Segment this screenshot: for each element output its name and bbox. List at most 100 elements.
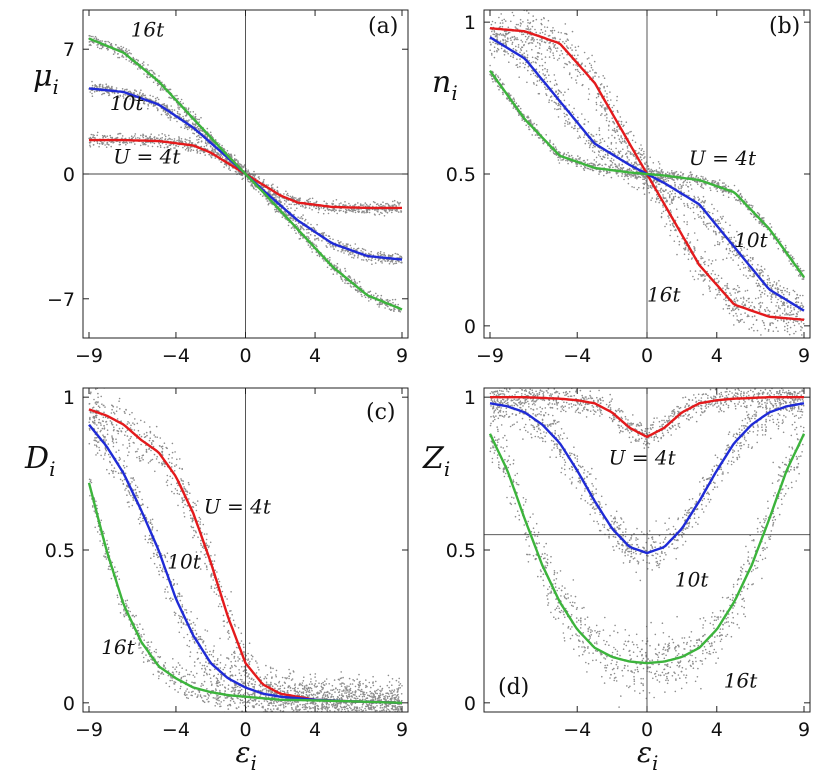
scatter-point xyxy=(673,226,676,228)
scatter-point xyxy=(540,28,543,31)
scatter-point xyxy=(602,150,604,152)
scatter-point xyxy=(659,171,661,173)
scatter-point xyxy=(733,249,736,252)
scatter-point xyxy=(731,246,734,249)
scatter-point xyxy=(146,73,149,76)
scatter-point xyxy=(111,85,113,88)
scatter-point xyxy=(162,89,164,91)
scatter-point xyxy=(721,227,723,229)
scatter-point xyxy=(549,41,551,43)
scatter-point xyxy=(268,202,270,205)
scatter-point xyxy=(383,215,386,217)
scatter-point xyxy=(168,96,171,99)
scatter-point xyxy=(321,240,323,242)
scatter-point xyxy=(159,144,162,147)
scatter-point xyxy=(333,248,336,250)
scatter-point xyxy=(271,193,274,196)
scatter-point xyxy=(769,284,771,287)
scatter-point xyxy=(734,308,737,311)
scatter-point xyxy=(583,134,586,136)
scatter-point xyxy=(565,159,567,162)
scatter-point xyxy=(611,117,613,119)
scatter-point xyxy=(623,178,625,181)
scatter-point xyxy=(609,91,611,93)
scatter-point xyxy=(525,50,528,52)
scatter-point xyxy=(275,196,277,198)
scatter-point xyxy=(669,220,671,222)
scatter-point xyxy=(325,245,328,247)
scatter-point xyxy=(379,251,382,253)
scatter-point xyxy=(763,217,765,219)
scatter-point xyxy=(119,141,121,143)
scatter-point xyxy=(799,310,802,312)
scatter-point xyxy=(289,195,292,198)
scatter-point xyxy=(345,211,348,213)
scatter-point xyxy=(707,264,710,267)
scatter-point xyxy=(623,141,626,143)
scatter-point xyxy=(709,290,711,293)
scatter-point xyxy=(790,304,792,307)
scatter-point xyxy=(125,97,127,100)
scatter-point xyxy=(671,198,673,201)
scatter-point xyxy=(176,112,179,115)
scatter-point xyxy=(391,211,393,214)
scatter-point xyxy=(349,209,352,212)
scatter-point xyxy=(310,223,312,226)
scatter-point xyxy=(354,281,357,283)
scatter-point xyxy=(366,208,369,211)
scatter-point xyxy=(784,289,786,292)
scatter-point xyxy=(753,305,755,308)
scatter-point xyxy=(757,297,760,299)
scatter-point xyxy=(387,305,389,308)
scatter-point xyxy=(223,163,226,165)
scatter-point xyxy=(333,210,336,213)
scatter-point xyxy=(197,134,199,137)
scatter-point xyxy=(315,207,318,210)
scatter-point xyxy=(307,198,310,201)
scatter-point xyxy=(580,63,583,65)
scatter-point xyxy=(530,73,532,76)
scatter-point xyxy=(122,141,124,144)
scatter-point xyxy=(536,38,538,41)
scatter-point xyxy=(714,219,717,222)
scatter-point xyxy=(610,99,612,101)
scatter-point xyxy=(125,141,127,143)
scatter-point xyxy=(490,44,492,46)
scatter-point xyxy=(143,142,146,145)
scatter-point xyxy=(108,41,111,44)
scatter-point xyxy=(378,213,381,216)
scatter-point xyxy=(399,311,402,313)
scatter-point xyxy=(713,226,716,228)
scatter-point xyxy=(607,157,609,159)
scatter-point xyxy=(638,151,640,154)
scatter-point xyxy=(612,110,614,113)
scatter-point xyxy=(290,203,292,206)
scatter-point xyxy=(227,152,230,155)
scatter-point xyxy=(763,322,765,324)
scatter-point xyxy=(657,161,660,163)
scatter-point xyxy=(788,293,791,296)
scatter-point xyxy=(622,148,624,150)
scatter-point xyxy=(225,164,228,166)
scatter-point xyxy=(662,196,664,198)
scatter-point xyxy=(325,203,328,205)
scatter-point xyxy=(522,54,524,56)
scatter-point xyxy=(697,214,699,216)
scatter-point xyxy=(92,35,94,38)
scatter-point xyxy=(104,40,106,43)
scatter-point xyxy=(524,41,527,43)
scatter-point xyxy=(764,308,766,311)
scatter-point xyxy=(174,147,176,149)
scatter-point xyxy=(138,137,141,140)
scatter-point xyxy=(507,26,510,29)
scatter-point xyxy=(504,36,506,38)
scatter-point xyxy=(605,113,608,116)
scatter-point xyxy=(751,263,754,266)
scatter-point xyxy=(348,202,350,205)
scatter-point xyxy=(348,252,351,254)
scatter-point xyxy=(209,145,212,147)
scatter-point xyxy=(169,88,172,91)
scatter-point xyxy=(638,175,640,178)
scatter-point xyxy=(636,188,639,191)
scatter-point xyxy=(276,189,279,192)
